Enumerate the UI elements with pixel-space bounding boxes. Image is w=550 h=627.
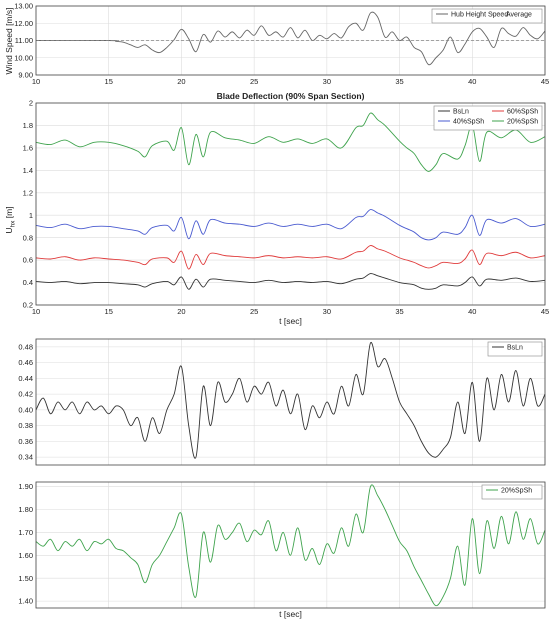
series-line	[35, 484, 546, 607]
legend-label: 20%SpSh	[507, 119, 538, 126]
y-tick-label: 1.70	[18, 528, 33, 537]
y-tick-label: 1.2	[23, 188, 33, 197]
axes-frame	[35, 338, 546, 466]
y-tick-label: 0.44	[18, 374, 33, 383]
series-line	[35, 273, 546, 290]
legend: BsLn	[487, 341, 543, 357]
legend-label: 40%SpSh	[453, 119, 484, 126]
x-tick-label: 25	[250, 77, 258, 86]
y-tick-label: 1.50	[18, 574, 33, 583]
x-tick-label: 40	[468, 77, 476, 86]
x-tick-label: 35	[395, 307, 403, 316]
series-line	[35, 112, 546, 172]
legend-label: Average	[506, 12, 532, 19]
chart-panel-p3: 0.34 0.36 0.38 0.40 0.42 0.44 0.46 0.48 BsLn	[18, 338, 546, 466]
legend-box	[481, 484, 543, 500]
chart-title: Blade Deflection (90% Span Section)	[217, 91, 365, 101]
axes-frame	[35, 102, 546, 306]
y-tick-label: 11.00	[15, 36, 33, 45]
series-line	[35, 342, 546, 459]
y-axis-label-unit: [m]	[4, 206, 14, 220]
y-tick-label: 0.48	[18, 342, 33, 351]
legend-label: 60%SpSh	[507, 109, 538, 116]
series-line	[35, 209, 546, 241]
y-tick-label: 0.2	[23, 301, 33, 310]
series-line	[35, 245, 546, 270]
x-tick-label: 10	[32, 307, 40, 316]
y-tick-label: 10.00	[14, 53, 33, 62]
y-tick-label: 0.4	[23, 278, 33, 287]
y-tick-label: 1.90	[18, 482, 33, 491]
chart-panel-p4: 1.40 1.50 1.60 1.70 1.80 1.90 t [sec] 20%SpSh	[18, 481, 546, 619]
y-tick-label: 1.80	[18, 505, 33, 514]
y-tick-label: 9.00	[18, 71, 33, 80]
legend-label: 20%SpSh	[501, 488, 532, 495]
y-tick-label: 1.6	[23, 143, 33, 152]
legend-label: Hub Height Speed	[451, 12, 508, 19]
y-tick-label: 0.42	[18, 390, 33, 399]
x-tick-label: 30	[323, 77, 331, 86]
y-axis-label-subscript: hx	[10, 220, 17, 228]
y-axis-label-main: U	[4, 227, 14, 233]
x-tick-label: 40	[468, 307, 476, 316]
x-tick-label: 20	[177, 307, 185, 316]
legend-box	[433, 105, 543, 131]
legend: 20%SpSh	[481, 484, 543, 500]
y-tick-label: 2	[29, 99, 33, 108]
x-tick-label: 45	[541, 77, 549, 86]
x-axis-label: t [sec]	[279, 316, 302, 326]
y-tick-label: 1.4	[23, 166, 33, 175]
plot-area	[36, 103, 545, 305]
x-tick-label: 45	[541, 307, 549, 316]
plot-area	[36, 482, 545, 608]
x-tick-label: 25	[250, 307, 258, 316]
axes-frame	[35, 5, 546, 76]
y-tick-label: 0.6	[23, 256, 33, 265]
y-tick-label: 0.36	[18, 437, 33, 446]
y-tick-label: 0.40	[18, 405, 33, 414]
x-tick-label: 15	[105, 307, 113, 316]
legend: BsLn 60%SpSh 40%SpSh 20%SpSh	[433, 105, 543, 131]
y-axis-label-main: Wind Speed [m/s]	[4, 7, 14, 74]
y-tick-label: 0.46	[18, 358, 33, 367]
x-tick-label: 10	[32, 77, 40, 86]
y-tick-label: 1	[29, 211, 33, 220]
y-tick-label: 1.60	[18, 551, 33, 560]
y-tick-label: 1.8	[23, 121, 33, 130]
legend-box	[431, 8, 543, 24]
y-tick-label: 12.00	[14, 19, 33, 28]
legend-label: BsLn	[453, 109, 469, 116]
y-tick-label: 0.38	[18, 421, 33, 430]
y-tick-label: 0.34	[18, 453, 33, 462]
legend-box	[487, 341, 543, 357]
y-tick-label: 13.00	[14, 2, 33, 11]
series-line	[35, 11, 546, 66]
y-axis-label: Uhx [m]	[4, 206, 17, 233]
x-tick-label: 35	[395, 77, 403, 86]
x-tick-label: 20	[177, 77, 185, 86]
chart-panel-p2: 0.2 0.4 0.6 0.8 1 1.2 1.4 1.6 1.8 2 10 15 20 25 30 35 40…	[4, 91, 549, 326]
y-axis-label: Wind Speed [m/s]	[4, 7, 14, 74]
x-tick-label: 15	[105, 77, 113, 86]
chart-panel-p1: 9.00 10.00 11.00 12.00 13.00 10 15 20 25 30 35 40 45…	[4, 2, 549, 86]
axes-frame	[35, 481, 546, 609]
legend-label: BsLn	[507, 345, 523, 352]
x-axis-label: t [sec]	[279, 609, 302, 619]
x-tick-label: 30	[323, 307, 331, 316]
y-tick-label: 1.40	[18, 597, 33, 606]
y-tick-label: 0.8	[23, 233, 33, 242]
plot-area	[36, 339, 545, 465]
